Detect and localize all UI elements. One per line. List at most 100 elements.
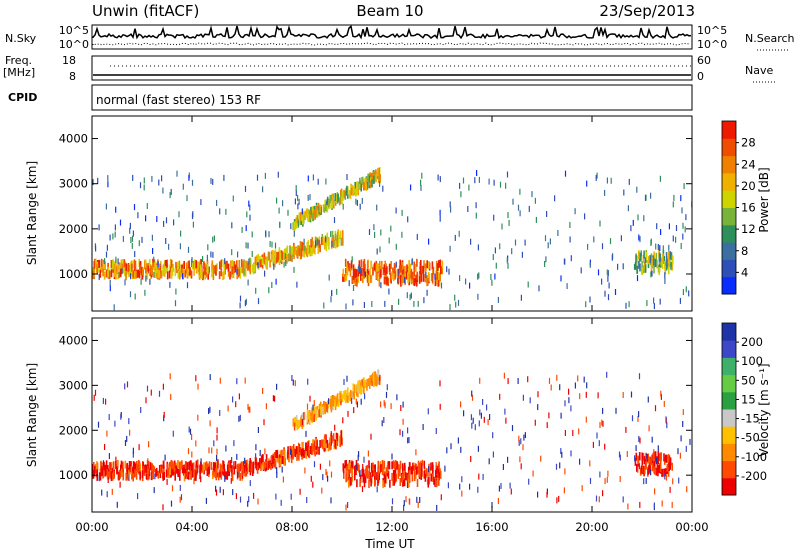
xtick-label: 16:00 — [475, 520, 508, 534]
scatter-cell — [398, 265, 401, 274]
noise-cell — [239, 302, 241, 309]
scatter-cell — [155, 467, 158, 476]
noise-cell — [413, 300, 415, 307]
scatter-cell — [244, 468, 247, 477]
noise-cell — [114, 420, 116, 427]
scatter-cell — [92, 464, 94, 472]
noise-cell — [662, 245, 664, 252]
scatter-cell — [162, 267, 164, 276]
scatter-cell — [111, 468, 114, 477]
scatter-cell — [155, 264, 158, 273]
scatter-cell — [142, 462, 144, 471]
noise-cell — [639, 501, 641, 508]
scatter-cell — [262, 461, 264, 470]
scatter-cell — [439, 259, 442, 268]
colorbar-segment — [722, 391, 736, 410]
noise-cell — [397, 269, 399, 276]
scatter-cell — [672, 256, 674, 265]
noise-cell — [622, 392, 624, 398]
noise-cell — [162, 504, 164, 511]
noise-cell — [493, 179, 495, 186]
noise-cell — [487, 419, 489, 426]
noise-cell — [548, 377, 551, 384]
noise-cell — [94, 389, 97, 396]
noise-cell — [380, 401, 382, 408]
noise-cell — [401, 231, 403, 238]
noise-cell — [189, 428, 192, 435]
scatter-cell — [293, 251, 295, 260]
scatter-cell — [278, 247, 281, 256]
scatter-cell — [358, 464, 360, 473]
scatter-cell — [360, 259, 363, 268]
scatter-cell — [285, 247, 288, 256]
scatter-cell — [152, 471, 155, 480]
noise-cell — [137, 212, 139, 219]
scatter-cell — [344, 258, 347, 267]
scatter-cell — [441, 260, 444, 269]
noise-cell — [333, 217, 336, 224]
scatter-cell — [307, 208, 309, 217]
scatter-cell — [419, 468, 421, 477]
noise-cell — [660, 229, 662, 235]
noise-cell — [307, 194, 309, 201]
scatter-cell — [340, 430, 342, 439]
noise-cell — [381, 420, 383, 427]
scatter-cell — [194, 261, 197, 270]
noise-cell — [454, 294, 456, 301]
noise-cell — [151, 234, 153, 241]
scatter-cell — [108, 271, 111, 280]
scatter-cell — [167, 467, 169, 476]
scatter-cell — [169, 264, 172, 273]
noise-cell — [114, 231, 116, 238]
noise-cell — [122, 235, 124, 242]
noise-cell — [292, 379, 294, 386]
scatter-cell — [415, 263, 417, 272]
scatter-cell — [368, 480, 370, 488]
noise-cell — [478, 176, 480, 183]
scatter-cell — [110, 264, 113, 273]
noise-cell — [672, 201, 674, 208]
scatter-cell — [416, 466, 418, 475]
noise-cell — [615, 407, 617, 414]
scatter-cell — [336, 438, 339, 446]
scatter-cell — [306, 247, 308, 256]
noise-cell — [570, 255, 572, 262]
noise-cell — [108, 453, 110, 460]
noise-cell — [248, 258, 250, 265]
noise-cell — [255, 453, 257, 460]
noise-cell — [105, 398, 107, 405]
colorbar-segment — [722, 242, 736, 260]
noise-cell — [236, 378, 238, 385]
noise-cell — [511, 248, 513, 255]
noise-cell — [680, 243, 682, 249]
scatter-cell — [359, 478, 361, 487]
scatter-cell — [640, 253, 642, 262]
scatter-cell — [139, 463, 141, 472]
noise-cell — [356, 199, 358, 206]
colorbar-tick-label: 50 — [741, 373, 756, 387]
noise-cell — [379, 374, 381, 381]
noise-cell — [351, 397, 353, 404]
noise-cell — [329, 460, 331, 467]
scatter-cell — [384, 276, 386, 285]
scatter-cell — [296, 421, 299, 430]
scatter-cell — [645, 461, 647, 470]
scatter-cell — [206, 468, 209, 476]
scatter-cell — [358, 385, 361, 394]
noise-cell — [439, 209, 441, 216]
scatter-cell — [348, 263, 350, 272]
scatter-cell — [413, 268, 416, 277]
noise-cell — [182, 183, 184, 190]
scatter-cell — [219, 463, 222, 472]
scatter-cell — [115, 259, 117, 268]
noise-cell — [209, 374, 211, 381]
scatter-cell — [408, 462, 411, 470]
noise-cell — [355, 198, 357, 205]
scatter-cell — [191, 259, 193, 268]
scatter-cell — [125, 472, 127, 481]
scatter-cell — [305, 208, 308, 217]
scatter-cell — [115, 461, 117, 470]
scatter-cell — [384, 475, 386, 484]
scatter-cell — [438, 272, 440, 281]
scatter-cell — [269, 259, 271, 268]
